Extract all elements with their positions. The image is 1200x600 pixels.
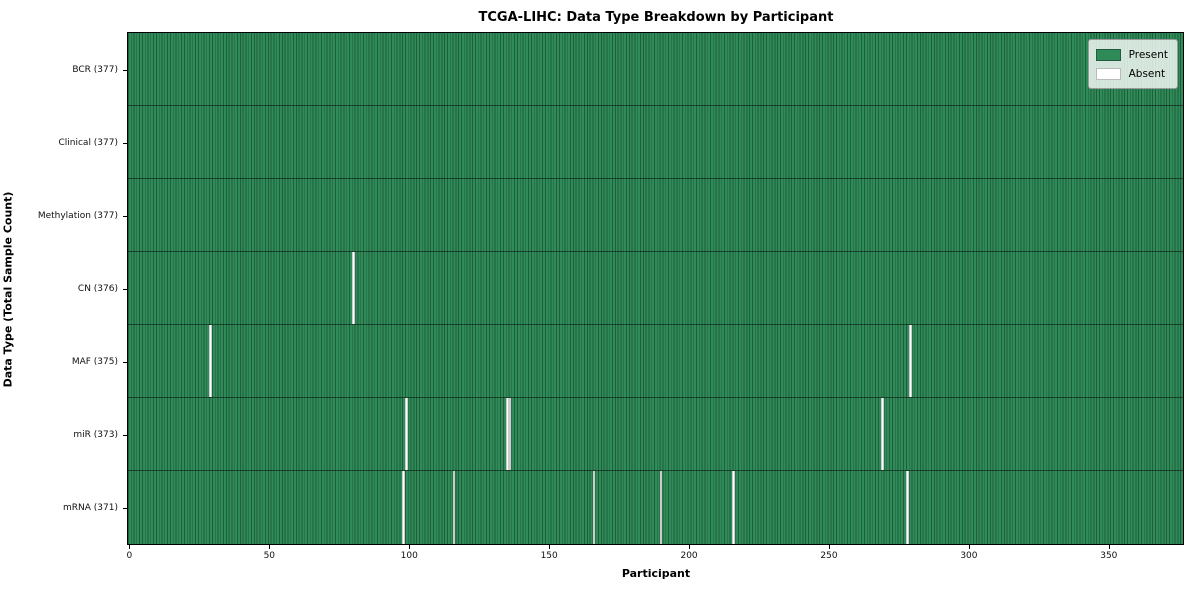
present-swatch-icon [1095,48,1121,61]
x-tick-label-350: 350 [1100,551,1118,561]
x-axis-label: Participant [621,567,691,580]
legend-label-absent: Absent [1128,67,1166,80]
x-tick-label-150: 150 [540,551,558,561]
x-tick-mark [549,545,551,549]
y-tick-mark [123,69,127,71]
absent-stripe-mir-269 [880,398,884,470]
x-tick-mark [968,545,970,549]
absent-stripe-maf-29 [209,325,212,397]
absent-stripe-cn-80 [351,252,355,324]
y-tick-label-clinical: Clinical (377) [58,137,118,148]
legend-label-present: Present [1128,48,1168,61]
row-bcr [128,33,1183,106]
x-tick-label-250: 250 [820,551,838,561]
x-tick-label-300: 300 [960,551,978,561]
y-tick-mark [123,434,127,436]
y-tick-mark [123,361,127,363]
absent-stripe-mir-136 [508,398,512,470]
legend-entry-present: Present [1095,45,1168,64]
chart-title: TCGA-LIHC: Data Type Breakdown by Partic… [478,10,834,25]
absent-stripe-mrna-216 [732,471,736,544]
y-tick-mark [123,288,127,290]
y-tick-mark [123,507,127,509]
plot-area: Present Absent [127,32,1184,545]
x-tick-label-0: 0 [126,551,133,561]
y-tick-label-mrna: mRNA (371) [63,502,118,513]
absent-stripe-maf-279 [908,325,912,397]
x-tick-label-50: 50 [263,551,276,561]
absent-stripe-mir-99 [405,398,408,470]
row-mir [128,398,1183,471]
row-clinical [128,106,1183,179]
x-tick-mark [829,545,830,549]
x-tick-label-100: 100 [400,551,418,561]
absent-stripe-mrna-98 [402,471,406,544]
absent-stripe-mrna-190 [659,471,663,544]
legend: Present Absent [1087,39,1178,89]
x-tick-mark [129,545,131,549]
y-tick-label-bcr: BCR (377) [72,64,118,75]
row-mrna [128,471,1183,544]
rows-container [128,33,1183,544]
absent-stripe-mir-135 [505,398,509,470]
x-tick-mark [1108,545,1110,549]
y-tick-label-cn: CN (376) [77,283,118,294]
x-tick-label-200: 200 [680,551,698,561]
y-tick-mark [123,215,127,217]
y-tick-mark [123,142,127,144]
row-cn [128,252,1183,325]
absent-stripe-mrna-166 [592,471,596,544]
x-tick-mark [409,545,411,549]
absent-stripe-mrna-116 [452,471,456,544]
x-tick-mark [269,545,271,549]
legend-entry-absent: Absent [1095,64,1168,83]
absent-swatch-icon [1095,67,1121,80]
y-tick-label-methylation: Methylation (377) [37,210,118,221]
x-tick-mark [689,545,691,549]
absent-stripe-mrna-278 [905,471,909,544]
y-tick-label-mir: miR (373) [73,429,118,440]
row-maf [128,325,1183,398]
y-tick-label-maf: MAF (375) [71,356,118,367]
row-methylation [128,179,1183,252]
